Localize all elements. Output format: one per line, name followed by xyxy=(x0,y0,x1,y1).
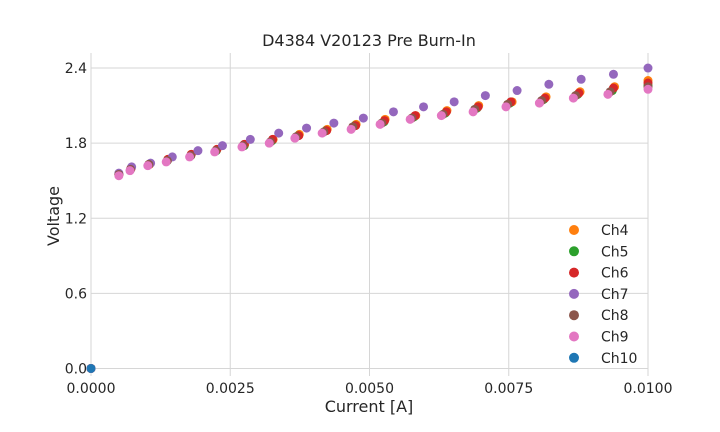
legend-marker xyxy=(569,225,579,235)
y-tick-label: 0.0 xyxy=(65,361,87,377)
x-tick-label: 0.0025 xyxy=(206,381,255,397)
data-point xyxy=(274,128,284,138)
y-axis-title: Voltage xyxy=(44,186,63,246)
data-point xyxy=(480,91,490,101)
y-tick-label: 1.8 xyxy=(65,136,87,152)
data-point xyxy=(512,86,522,96)
data-point xyxy=(358,113,368,123)
data-point xyxy=(501,102,511,112)
data-point xyxy=(544,79,554,89)
legend-label: Ch7 xyxy=(601,287,629,303)
legend-marker xyxy=(569,267,579,278)
x-tick-label: 0.0000 xyxy=(67,381,116,397)
data-point xyxy=(643,63,653,73)
legend-label: Ch9 xyxy=(601,330,629,346)
series-ch10 xyxy=(86,363,96,373)
data-point xyxy=(643,84,653,94)
legend-marker xyxy=(569,331,579,342)
x-axis-title: Current [A] xyxy=(325,397,414,416)
legend-marker xyxy=(569,288,579,299)
data-point xyxy=(185,152,195,162)
data-point xyxy=(143,161,153,171)
y-tick-label: 0.6 xyxy=(65,286,87,302)
data-point xyxy=(245,134,255,144)
legend-marker xyxy=(569,246,579,257)
plot-area: 0.0000 0.0025 0.0050 0.0075 0.0100 0.0 0.6 1.2 1… xyxy=(65,53,673,397)
data-point xyxy=(419,102,429,112)
data-point xyxy=(375,119,385,129)
data-point xyxy=(264,138,274,148)
legend-label: Ch4 xyxy=(601,223,629,239)
data-point xyxy=(290,133,300,143)
data-point xyxy=(576,74,586,84)
data-point xyxy=(237,142,247,152)
legend-marker xyxy=(569,310,579,321)
legend-marker xyxy=(569,352,579,363)
legend: Ch4 Ch5 Ch6 Ch7 Ch8 Ch9 Ch10 xyxy=(569,223,637,367)
data-point xyxy=(86,363,96,373)
legend-label: Ch5 xyxy=(601,244,629,260)
x-tick-label: 0.0050 xyxy=(345,381,394,397)
data-point xyxy=(161,157,171,167)
chart-title: D4384 V20123 Pre Burn-In xyxy=(262,31,476,50)
data-point xyxy=(388,107,398,117)
data-point xyxy=(302,123,312,133)
series-ch9 xyxy=(86,84,653,373)
data-point xyxy=(405,114,415,124)
data-point xyxy=(568,93,578,103)
x-tick-label: 0.0075 xyxy=(484,381,533,397)
data-point xyxy=(449,97,459,107)
data-point xyxy=(608,69,618,79)
data-point xyxy=(603,89,613,99)
legend-label: Ch8 xyxy=(601,308,629,324)
data-point xyxy=(217,141,227,151)
data-point xyxy=(534,98,544,108)
data-point xyxy=(193,146,203,156)
data-point xyxy=(329,118,339,128)
data-point xyxy=(468,107,478,117)
data-point xyxy=(210,147,220,157)
y-tick-label: 1.2 xyxy=(65,211,87,227)
y-tick-label: 2.4 xyxy=(65,61,87,77)
data-point xyxy=(346,124,356,134)
legend-label: Ch6 xyxy=(601,266,629,282)
legend-label: Ch10 xyxy=(601,351,637,367)
x-tick-label: 0.0100 xyxy=(624,381,673,397)
data-point xyxy=(317,128,327,138)
data-point xyxy=(114,171,124,181)
data-point xyxy=(436,111,446,121)
data-point xyxy=(125,166,135,176)
